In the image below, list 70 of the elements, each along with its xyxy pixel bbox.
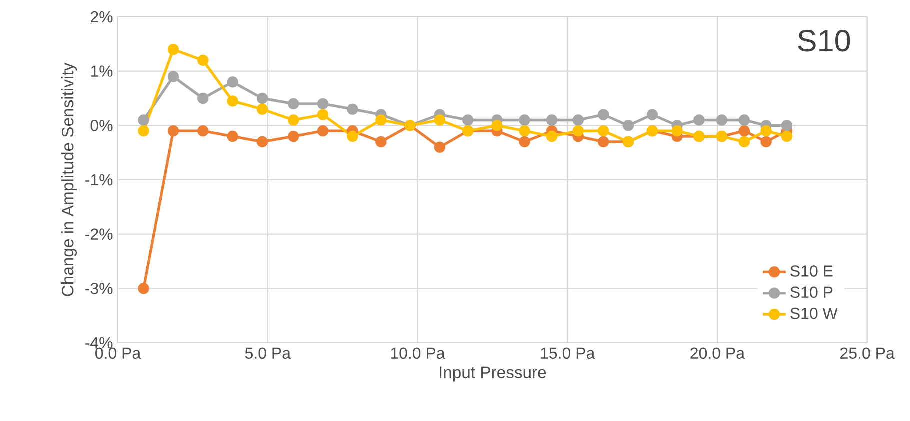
point (256, 104, 268, 115)
point (376, 114, 387, 126)
point (598, 136, 610, 148)
x-tick-label: 0.0 Pa (96, 348, 142, 360)
point (138, 114, 150, 126)
point (347, 104, 358, 115)
point (462, 114, 474, 126)
chart-title: S10 (798, 30, 850, 52)
y-tick-label: -1% (86, 174, 113, 186)
point (781, 130, 793, 142)
point (168, 126, 180, 137)
x-tick-label: 10.0 Pa (391, 348, 446, 360)
point (738, 136, 750, 148)
point (434, 142, 446, 153)
point (288, 114, 300, 126)
point (672, 126, 683, 137)
legend-label: S10 P (790, 286, 833, 298)
x-tick-label: 25.0 Pa (840, 348, 895, 360)
y-tick-label: 1% (91, 66, 113, 77)
point (347, 130, 358, 142)
point (256, 92, 268, 104)
point (198, 92, 209, 104)
point (760, 136, 772, 148)
point (317, 109, 329, 120)
point (781, 120, 793, 132)
point (376, 136, 387, 148)
point (317, 98, 329, 110)
y-tick-label: -4% (86, 337, 113, 349)
point (519, 126, 530, 137)
point (168, 44, 180, 56)
legend-label: S10 W (790, 308, 838, 320)
y-axis-title: Change in Amplitude Sensitivity (61, 62, 78, 296)
x-axis-title: Input Pressure (440, 366, 546, 382)
x-tick-label: 20.0 Pa (690, 348, 746, 360)
point (227, 130, 238, 142)
point (738, 114, 750, 126)
point (434, 114, 446, 126)
point (227, 96, 238, 107)
point (317, 126, 329, 137)
point (546, 114, 558, 126)
point (198, 126, 209, 137)
point (572, 126, 584, 137)
point (572, 114, 584, 126)
point (256, 136, 268, 148)
y-tick-label: -2% (86, 228, 113, 240)
point (694, 114, 705, 126)
x-tick-label: 15.0 Pa (541, 348, 596, 360)
x-tick-label: 5.0 Pa (245, 348, 291, 360)
point (492, 120, 503, 132)
point (519, 136, 530, 148)
point (716, 114, 728, 126)
point (198, 54, 209, 66)
point (646, 109, 658, 120)
y-tick-label: 2% (90, 11, 113, 23)
y-tick-label: 0% (90, 120, 113, 132)
point (598, 109, 610, 120)
y-tick-label: -3% (86, 283, 113, 294)
point (288, 130, 300, 142)
point (760, 126, 772, 137)
point (288, 98, 300, 110)
legend-label: S10 E (790, 266, 833, 277)
point (598, 126, 610, 137)
point (519, 114, 530, 126)
point (168, 71, 180, 82)
point (622, 120, 634, 132)
point (138, 283, 150, 294)
point (546, 130, 558, 142)
point (227, 76, 238, 88)
point (138, 126, 150, 137)
point (738, 126, 750, 137)
